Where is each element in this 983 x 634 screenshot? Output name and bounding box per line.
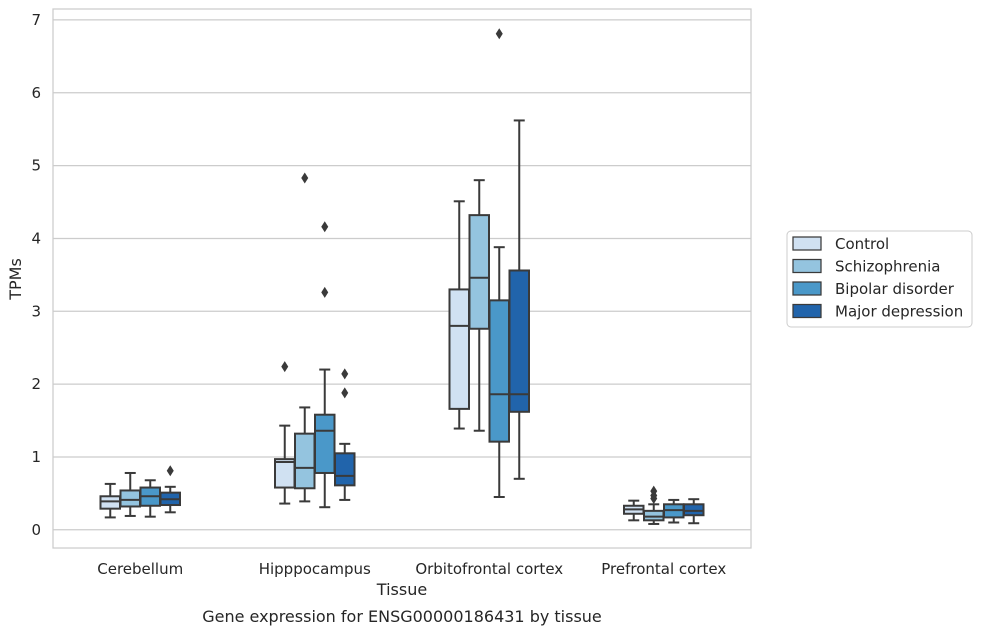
x-tick-label: Prefrontal cortex [601, 560, 726, 578]
box-control [274, 361, 296, 505]
box-bipolar-disorder [488, 28, 510, 499]
box-schizophrenia [643, 485, 665, 525]
x-tick-label: Hipppocampus [259, 560, 371, 578]
y-tick-labels: 0 1 2 3 4 5 6 7 [31, 11, 41, 539]
grid-lines [53, 19, 751, 531]
legend-label: Control [835, 235, 889, 253]
legend-label: Major depression [835, 303, 963, 321]
box-control [623, 499, 645, 522]
outlier-point [301, 172, 309, 184]
box-major-depression [683, 498, 705, 525]
y-tick-label: 7 [31, 11, 41, 29]
x-tick-label: Orbitofrontal cortex [415, 560, 563, 578]
legend-frame [786, 230, 973, 328]
outlier-point [495, 28, 503, 40]
legend: Control Schizophrenia Bipolar disorder Majo… [786, 230, 973, 328]
y-tick-label: 3 [31, 302, 41, 320]
iqr-box [488, 299, 510, 443]
x-tick-labels: Cerebellum Hipppocampus Orbitofrontal cort… [97, 560, 726, 578]
legend-item: Major depression [792, 303, 963, 321]
y-tick-label: 5 [31, 157, 41, 175]
outlier-point [166, 465, 174, 477]
iqr-box [294, 432, 316, 490]
legend-label: Schizophrenia [835, 258, 940, 276]
iqr-box [468, 214, 490, 330]
outlier-point [321, 286, 329, 298]
box-schizophrenia [294, 172, 316, 503]
iqr-box [508, 269, 530, 413]
outlier-point [281, 361, 289, 373]
figure-caption: Gene expression for ENSG00000186431 by t… [202, 607, 602, 626]
outlier-point [341, 368, 349, 380]
iqr-box [448, 288, 470, 410]
y-axis-label: TPMs [6, 258, 25, 301]
box-major-depression [159, 465, 181, 514]
legend-swatch [792, 258, 822, 274]
x-axis-label: Tissue [376, 580, 427, 599]
legend-item: Schizophrenia [792, 258, 940, 276]
iqr-box [119, 489, 141, 508]
box-major-depression [334, 368, 356, 501]
legend-swatch [792, 303, 822, 319]
box-control [448, 200, 470, 430]
legend-label: Bipolar disorder [835, 280, 955, 298]
iqr-box [643, 509, 665, 522]
y-tick-label: 2 [31, 375, 41, 393]
legend-item: Bipolar disorder [792, 280, 955, 298]
box-bipolar-disorder [139, 479, 161, 518]
iqr-box [683, 503, 705, 517]
y-tick-label: 0 [31, 521, 41, 539]
outlier-point [341, 387, 349, 399]
box-bipolar-disorder [314, 221, 336, 509]
outlier-point [650, 492, 658, 504]
y-tick-label: 4 [31, 229, 41, 247]
iqr-box [274, 458, 296, 489]
legend-swatch [792, 236, 822, 251]
boxes [99, 28, 705, 525]
box-schizophrenia [119, 471, 141, 517]
plot-area-frame [52, 8, 752, 549]
box-major-depression [508, 119, 530, 480]
box-control [99, 482, 121, 519]
outlier-point [321, 221, 329, 233]
iqr-box [99, 495, 121, 510]
box-schizophrenia [468, 179, 490, 432]
box-bipolar-disorder [663, 498, 685, 524]
iqr-box [314, 413, 336, 474]
legend-swatch [792, 281, 822, 296]
iqr-box [334, 452, 356, 487]
y-tick-label: 1 [31, 448, 41, 466]
y-tick-label: 6 [31, 84, 41, 102]
legend-item: Control [792, 235, 889, 253]
x-tick-label: Cerebellum [97, 560, 183, 578]
